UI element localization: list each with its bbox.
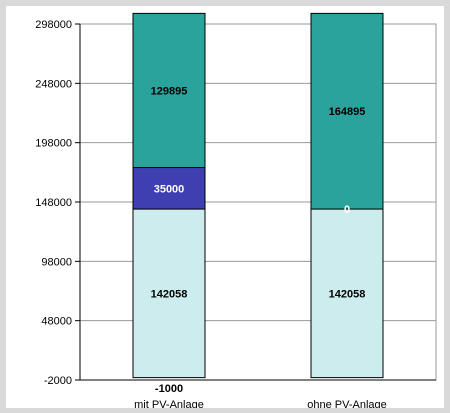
bar-segment (310, 12, 384, 210)
bar-segment (132, 167, 206, 210)
axes: -2000 48000 98000 148000 198000 248000 298000 m… (35, 19, 436, 411)
bar-segment (132, 12, 206, 169)
bar-segment (310, 208, 384, 379)
y-tick-label: 198000 (35, 138, 72, 150)
y-tick-label: 248000 (35, 78, 72, 90)
y-tick-label: 298000 (35, 19, 72, 31)
data-labels: 142058 35000 129895 142058 0 164895 -1000 (151, 85, 366, 395)
y-tick-label: -2000 (44, 375, 72, 387)
stacked-bar-chart: -2000 48000 98000 148000 198000 248000 298000 m… (35, 12, 437, 411)
chart-panel: -2000 48000 98000 148000 198000 248000 298000 m… (6, 6, 444, 411)
data-label: 142058 (151, 288, 188, 300)
y-tick-label: 98000 (41, 256, 72, 268)
x-category-label: mit PV-Anlage (134, 399, 204, 408)
x-category-label: ohne PV-Anlage (307, 399, 387, 408)
annotation-label: -1000 (155, 383, 183, 395)
data-label: 129895 (151, 85, 188, 97)
data-label: 35000 (154, 183, 185, 195)
y-tick-label: 48000 (41, 316, 72, 328)
data-label: 0 (344, 204, 350, 216)
data-label: 142058 (329, 288, 366, 300)
y-tick-label: 148000 (35, 197, 72, 209)
bars (132, 12, 384, 379)
data-label: 164895 (329, 106, 366, 118)
